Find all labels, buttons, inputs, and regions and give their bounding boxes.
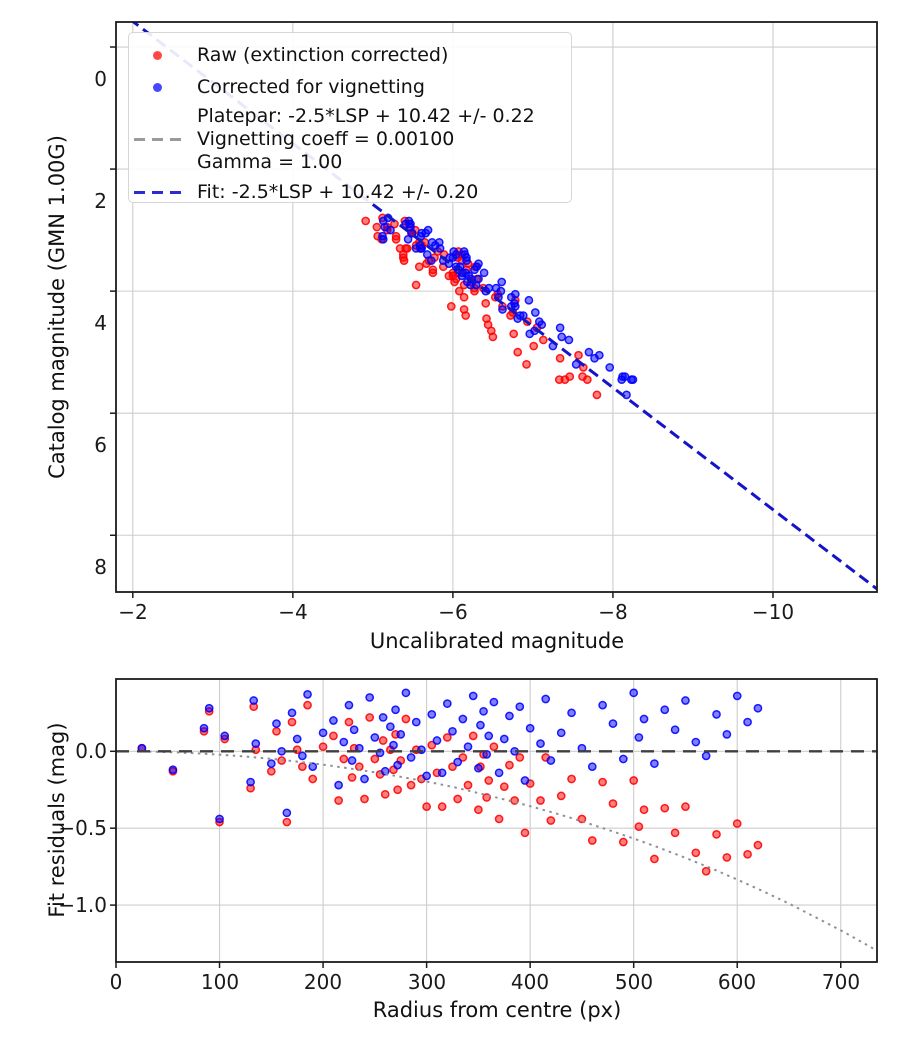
top-xtick-4: −10: [751, 600, 795, 624]
legend-platepar-line2: Vignetting coeff = 0.00100: [197, 127, 455, 150]
top-xaxis-label: Uncalibrated magnitude: [369, 629, 625, 653]
legend-raw-label: Raw (extinction corrected): [197, 43, 449, 66]
bottom-scatter-corrected: [137, 688, 763, 824]
legend-corrected-label: Corrected for vignetting: [197, 75, 425, 98]
legend-raw-marker: [141, 50, 197, 60]
bottom-xaxis-label: Radius from centre (px): [372, 998, 622, 1022]
legend-platepar-label: Platepar: -2.5*LSP + 10.42 +/- 0.22 Vign…: [197, 105, 535, 174]
bottom-ytick-2: −1.0: [58, 893, 107, 917]
bottom-spines: [115, 678, 878, 963]
blue-dot-icon: [153, 82, 162, 92]
top-xtick-0: −2: [118, 600, 148, 624]
top-ytick-0: 0: [94, 67, 107, 91]
bottom-scatter-raw: [137, 700, 763, 876]
top-ytick-4: 8: [94, 555, 107, 579]
vignetting-model-curve: [141, 750, 877, 952]
legend-fit-marker: [134, 190, 197, 194]
gray-dashed-line-icon: [134, 137, 184, 141]
bottom-tick-marks: [110, 750, 842, 968]
top-xtick-2: −6: [438, 600, 468, 624]
top-xtick-1: −4: [278, 600, 308, 624]
bottom-xtick-3: 300: [407, 970, 447, 994]
bottom-ytick-1: −0.5: [58, 816, 107, 840]
top-xtick-3: −8: [598, 600, 628, 624]
legend-platepar-line1: Platepar: -2.5*LSP + 10.42 +/- 0.22: [197, 104, 535, 127]
legend-platepar-line3: Gamma = 1.00: [197, 150, 343, 173]
top-scatter-raw: [361, 213, 602, 400]
top-spines: [115, 21, 878, 593]
top-tick-marks: [110, 46, 774, 598]
bottom-xtick-4: 400: [510, 970, 550, 994]
legend-corrected-marker: [141, 82, 197, 92]
legend: Raw (extinction corrected) Corrected for…: [128, 32, 572, 203]
legend-entry-platepar: Platepar: -2.5*LSP + 10.42 +/- 0.22 Vign…: [134, 103, 571, 175]
legend-entry-corrected: Corrected for vignetting: [141, 71, 571, 103]
top-ytick-3: 6: [94, 433, 107, 457]
bottom-plot: [110, 678, 878, 968]
top-ytick-2: 4: [94, 311, 107, 335]
blue-dashed-line-icon: [134, 190, 184, 194]
legend-entry-raw: Raw (extinction corrected): [141, 39, 571, 71]
bottom-xtick-7: 700: [821, 970, 861, 994]
legend-platepar-marker: [134, 137, 197, 141]
bottom-ytick-0: 0.0: [75, 739, 107, 763]
legend-entry-fit: Fit: -2.5*LSP + 10.42 +/- 0.20: [134, 175, 571, 209]
top-scatter-corrected: [378, 213, 638, 400]
bottom-xtick-1: 100: [200, 970, 240, 994]
top-ytick-1: 2: [94, 189, 107, 213]
bottom-xtick-2: 200: [303, 970, 343, 994]
top-plot: [110, 21, 878, 598]
red-dot-icon: [153, 50, 162, 60]
bottom-xtick-5: 500: [614, 970, 654, 994]
bottom-yaxis-label: Fit residuals (mag): [45, 722, 69, 918]
bottom-xtick-0: 0: [109, 970, 123, 994]
legend-fit-label: Fit: -2.5*LSP + 10.42 +/- 0.20: [197, 180, 479, 203]
bottom-xtick-6: 600: [717, 970, 757, 994]
top-yaxis-label: Catalog magnitude (GMN 1.00G): [45, 135, 69, 479]
